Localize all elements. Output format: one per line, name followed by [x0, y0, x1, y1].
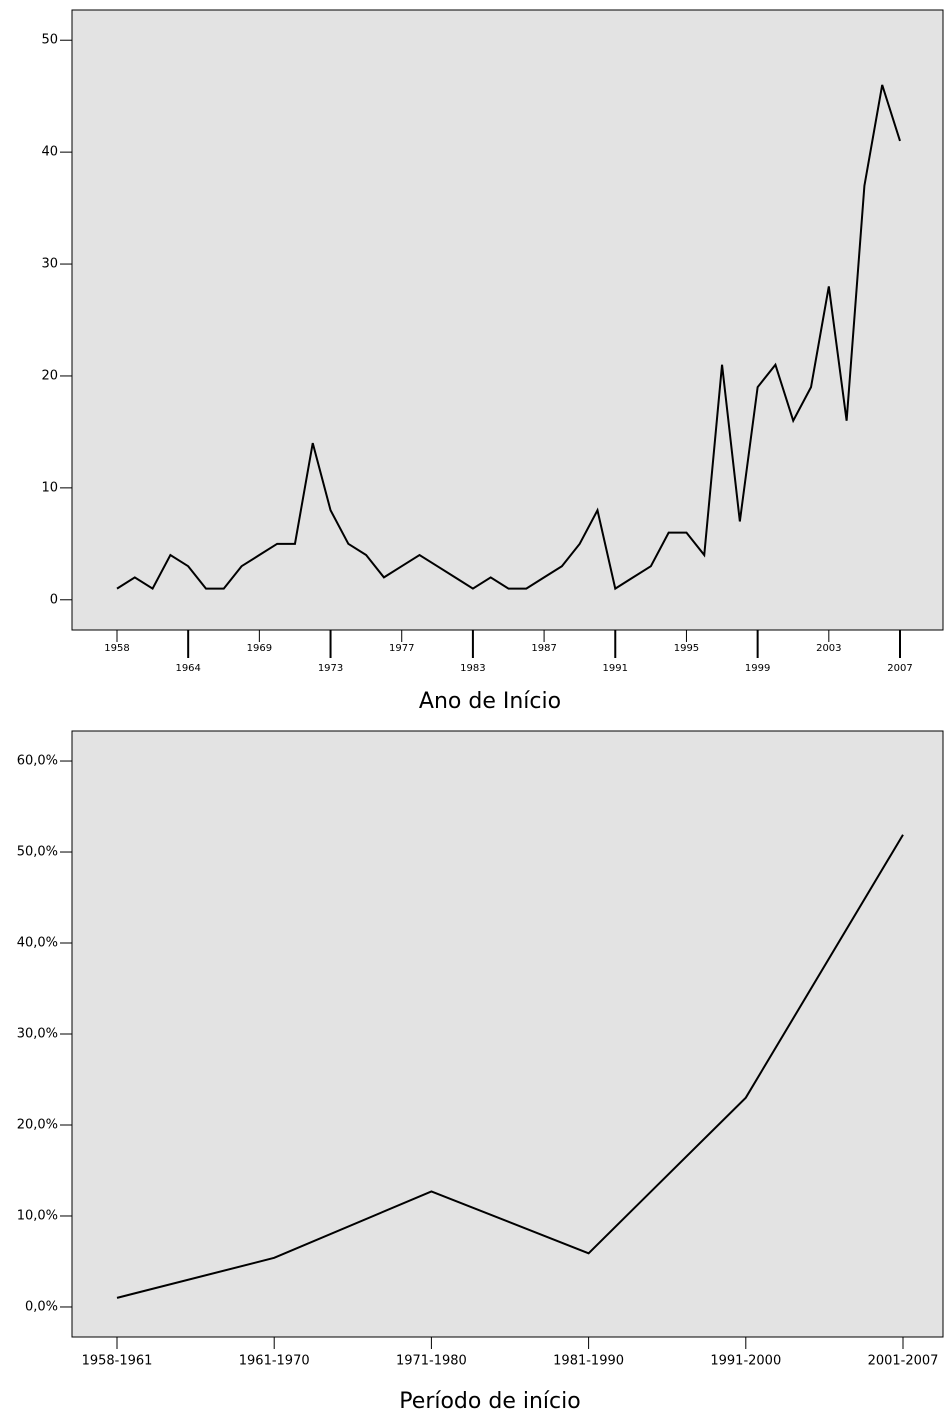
x-axis-title: Período de início [399, 1389, 580, 1414]
x-tick-label: 1961-1970 [239, 1354, 310, 1369]
x-tick-label: 2007 [887, 663, 912, 674]
y-tick-label: 20,0% [17, 1117, 58, 1132]
x-tick-label: 1964 [175, 663, 200, 674]
data-line [116, 834, 904, 1299]
x-tick-label: 1991 [603, 663, 628, 674]
x-tick-label: 1995 [674, 643, 699, 654]
x-tick-label: 1977 [389, 643, 414, 654]
x-tick-label: 1991-2000 [710, 1354, 781, 1369]
x-tick-label: 1958 [104, 643, 129, 654]
y-tick-label: 50,0% [17, 845, 58, 860]
y-tick-label: 40 [41, 145, 58, 160]
x-tick-label: 1958-1961 [82, 1354, 153, 1369]
y-tick-label: 50 [41, 33, 58, 48]
x-tick-label: 2003 [816, 643, 841, 654]
x-tick-label: 1983 [460, 663, 485, 674]
x-tick-label: 1999 [745, 663, 770, 674]
x-tick-label: 1987 [531, 643, 556, 654]
x-tick-label: 1969 [247, 643, 272, 654]
y-tick-label: 10,0% [17, 1208, 58, 1223]
x-axis-title: Ano de Início [419, 689, 561, 714]
y-tick-label: 40,0% [17, 936, 58, 951]
y-tick-label: 60,0% [17, 754, 58, 769]
y-tick-label: 20 [41, 368, 58, 383]
y-tick-label: 30,0% [17, 1027, 58, 1042]
y-tick-label: 30 [41, 257, 58, 272]
y-tick-label: 0,0% [25, 1299, 58, 1314]
y-tick-label: 10 [41, 480, 58, 495]
x-tick-label: 2001-2007 [868, 1354, 939, 1369]
x-tick-label: 1981-1990 [553, 1354, 624, 1369]
plot-area [71, 9, 944, 631]
x-tick-label: 1971-1980 [396, 1354, 467, 1369]
plot-area [71, 730, 944, 1338]
data-line [116, 84, 901, 591]
x-tick-label: 1973 [318, 663, 343, 674]
y-tick-label: 0 [50, 592, 58, 607]
